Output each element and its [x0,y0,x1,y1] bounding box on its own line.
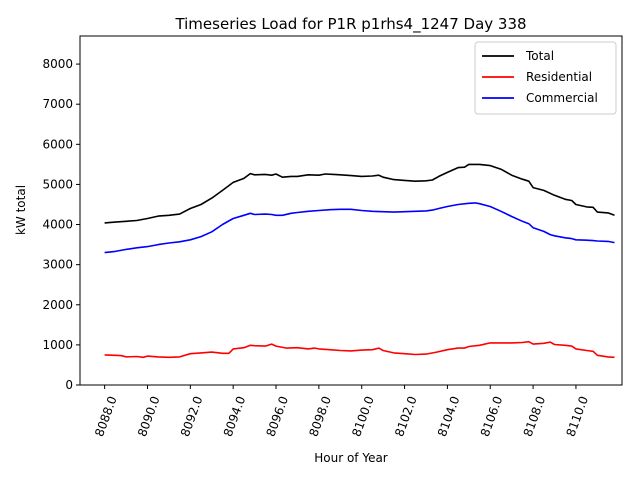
y-tick-label: 0 [65,378,73,392]
y-tick-label: 5000 [42,177,73,191]
legend: Total Residential Commercial [474,41,617,115]
y-axis-label: kW total [14,185,28,235]
plot-frame [79,35,623,386]
y-tick-label: 8000 [42,57,73,71]
y-axis-ticks: 0 1000 2000 3000 4000 5000 6000 7000 8000 [42,57,80,392]
y-tick-label: 7000 [42,97,73,111]
y-tick-label: 4000 [42,218,73,232]
series-line-residential [104,340,615,359]
series-layer [104,163,615,359]
y-tick-label: 6000 [42,137,73,151]
series-line-commercial [104,202,615,254]
y-tick-label: 2000 [42,298,73,312]
x-axis-label: Hour of Year [314,451,388,465]
legend-label-total: Total [525,49,554,63]
legend-box [474,41,617,115]
legend-label-commercial: Commercial [526,91,598,105]
y-tick-label: 3000 [42,258,73,272]
legend-label-residential: Residential [526,70,592,84]
y-tick-label: 1000 [42,338,73,352]
chart-title: Timeseries Load for P1R p1rhs4_1247 Day … [174,15,526,34]
series-line-total [104,163,615,224]
